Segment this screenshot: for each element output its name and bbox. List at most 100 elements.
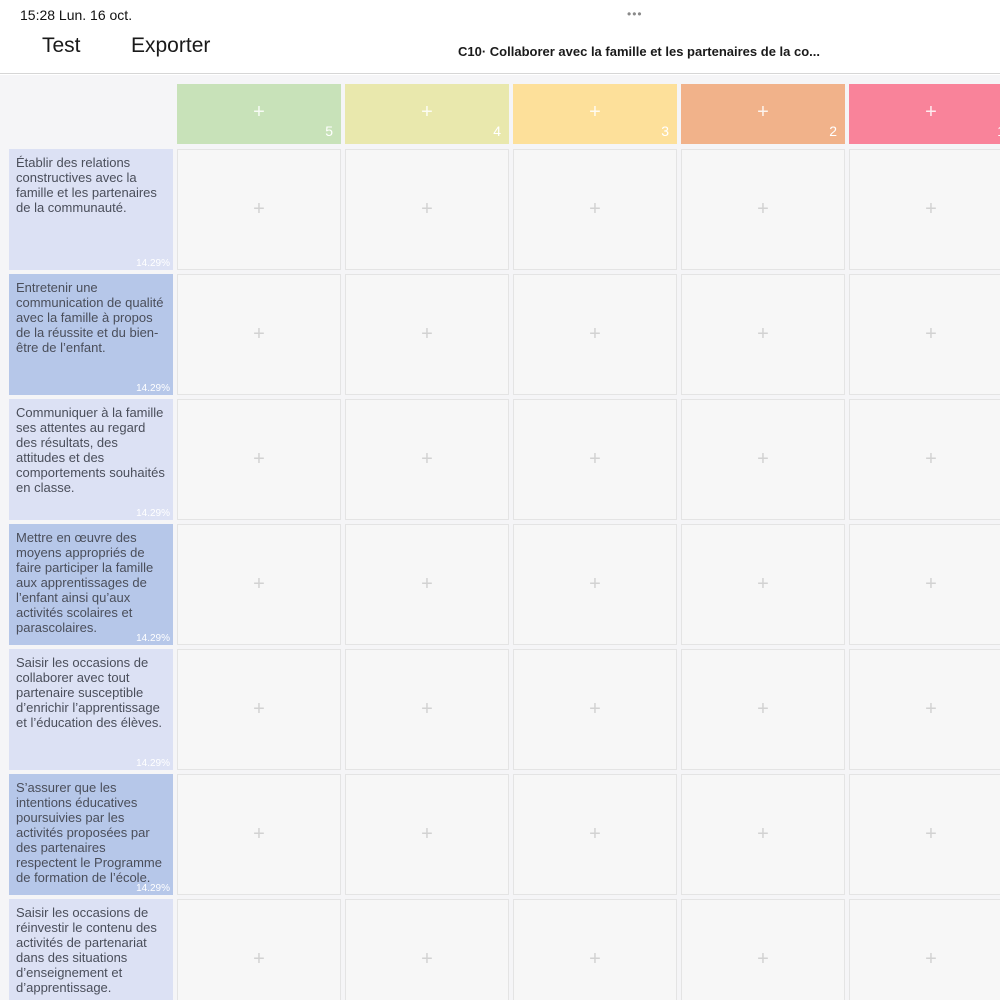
score-cell[interactable]: + bbox=[513, 149, 677, 270]
level-number: 1 bbox=[997, 123, 1000, 139]
level-number: 5 bbox=[325, 123, 333, 139]
criterion-cell[interactable]: Entretenir une communication de qualité … bbox=[9, 274, 173, 395]
score-cell[interactable]: + bbox=[177, 274, 341, 395]
add-icon: + bbox=[421, 573, 433, 595]
add-icon: + bbox=[421, 198, 433, 220]
score-cell[interactable]: + bbox=[513, 524, 677, 645]
score-cell[interactable]: + bbox=[513, 774, 677, 895]
score-cell[interactable]: + bbox=[177, 399, 341, 520]
add-icon: + bbox=[589, 198, 601, 220]
add-icon: + bbox=[253, 573, 265, 595]
add-icon: + bbox=[253, 101, 265, 123]
add-icon: + bbox=[421, 948, 433, 970]
level-header-1[interactable]: +4 bbox=[345, 84, 509, 144]
criterion-weight: 14.29% bbox=[136, 758, 170, 769]
criterion-cell[interactable]: Saisir les occasions de collaborer avec … bbox=[9, 649, 173, 770]
score-cell[interactable]: + bbox=[345, 274, 509, 395]
criterion-text: S’assurer que les intentions éducatives … bbox=[16, 780, 162, 885]
score-cell[interactable]: + bbox=[345, 899, 509, 1000]
score-cell[interactable]: + bbox=[177, 774, 341, 895]
add-icon: + bbox=[757, 573, 769, 595]
criterion-text: Entretenir une communication de qualité … bbox=[16, 280, 164, 355]
add-icon: + bbox=[925, 323, 937, 345]
toolbar: Test Exporter C10· Collaborer avec la fa… bbox=[0, 30, 1000, 74]
page-title: C10· Collaborer avec la famille et les p… bbox=[458, 44, 820, 59]
add-icon: + bbox=[925, 948, 937, 970]
status-bar: 15:28 Lun. 16 oct. ••• bbox=[0, 0, 1000, 30]
add-icon: + bbox=[589, 448, 601, 470]
score-cell[interactable]: + bbox=[849, 274, 1000, 395]
add-icon: + bbox=[757, 198, 769, 220]
score-cell[interactable]: + bbox=[177, 649, 341, 770]
add-icon: + bbox=[589, 823, 601, 845]
score-cell[interactable]: + bbox=[849, 649, 1000, 770]
score-cell[interactable]: + bbox=[681, 524, 845, 645]
add-icon: + bbox=[757, 448, 769, 470]
score-cell[interactable]: + bbox=[177, 524, 341, 645]
status-time-date: 15:28 Lun. 16 oct. bbox=[20, 7, 133, 23]
criterion-cell[interactable]: Mettre en œuvre des moyens appropriés de… bbox=[9, 524, 173, 645]
add-icon: + bbox=[925, 448, 937, 470]
criterion-text: Établir des relations constructives avec… bbox=[16, 155, 157, 215]
score-cell[interactable]: + bbox=[681, 274, 845, 395]
level-number: 4 bbox=[493, 123, 501, 139]
add-icon: + bbox=[253, 698, 265, 720]
test-button[interactable]: Test bbox=[42, 34, 81, 57]
criterion-text: Communiquer à la famille ses attentes au… bbox=[16, 405, 165, 495]
add-icon: + bbox=[925, 823, 937, 845]
level-header-3[interactable]: +2 bbox=[681, 84, 845, 144]
criterion-cell[interactable]: Établir des relations constructives avec… bbox=[9, 149, 173, 270]
add-icon: + bbox=[757, 323, 769, 345]
add-icon: + bbox=[925, 198, 937, 220]
add-icon: + bbox=[421, 323, 433, 345]
score-cell[interactable]: + bbox=[681, 899, 845, 1000]
add-icon: + bbox=[421, 101, 433, 123]
score-cell[interactable]: + bbox=[849, 524, 1000, 645]
criterion-weight: 14.29% bbox=[136, 883, 170, 894]
add-icon: + bbox=[589, 573, 601, 595]
add-icon: + bbox=[925, 573, 937, 595]
criterion-cell[interactable]: Communiquer à la famille ses attentes au… bbox=[9, 399, 173, 520]
level-number: 2 bbox=[829, 123, 837, 139]
score-cell[interactable]: + bbox=[345, 524, 509, 645]
score-cell[interactable]: + bbox=[345, 649, 509, 770]
score-cell[interactable]: + bbox=[345, 399, 509, 520]
criterion-weight: 14.29% bbox=[136, 633, 170, 644]
criterion-text: Saisir les occasions de réinvestir le co… bbox=[16, 905, 157, 995]
criterion-text: Mettre en œuvre des moyens appropriés de… bbox=[16, 530, 154, 635]
add-icon: + bbox=[757, 698, 769, 720]
add-icon: + bbox=[253, 448, 265, 470]
score-cell[interactable]: + bbox=[681, 149, 845, 270]
score-cell[interactable]: + bbox=[513, 274, 677, 395]
add-icon: + bbox=[589, 698, 601, 720]
score-cell[interactable]: + bbox=[345, 774, 509, 895]
criterion-cell[interactable]: S’assurer que les intentions éducatives … bbox=[9, 774, 173, 895]
add-icon: + bbox=[589, 101, 601, 123]
add-icon: + bbox=[589, 948, 601, 970]
score-cell[interactable]: + bbox=[513, 899, 677, 1000]
export-button[interactable]: Exporter bbox=[131, 34, 211, 57]
add-icon: + bbox=[757, 823, 769, 845]
score-cell[interactable]: + bbox=[849, 149, 1000, 270]
add-icon: + bbox=[589, 323, 601, 345]
level-header-4[interactable]: +1 bbox=[849, 84, 1000, 144]
score-cell[interactable]: + bbox=[177, 899, 341, 1000]
level-number: 3 bbox=[661, 123, 669, 139]
add-icon: + bbox=[757, 101, 769, 123]
score-cell[interactable]: + bbox=[849, 774, 1000, 895]
score-cell[interactable]: + bbox=[681, 649, 845, 770]
score-cell[interactable]: + bbox=[849, 899, 1000, 1000]
level-header-2[interactable]: +3 bbox=[513, 84, 677, 144]
level-header-0[interactable]: +5 bbox=[177, 84, 341, 144]
score-cell[interactable]: + bbox=[345, 149, 509, 270]
multitasking-dots-icon[interactable]: ••• bbox=[627, 7, 643, 21]
add-icon: + bbox=[253, 823, 265, 845]
score-cell[interactable]: + bbox=[513, 399, 677, 520]
score-cell[interactable]: + bbox=[849, 399, 1000, 520]
criterion-cell[interactable]: Saisir les occasions de réinvestir le co… bbox=[9, 899, 173, 1000]
score-cell[interactable]: + bbox=[177, 149, 341, 270]
score-cell[interactable]: + bbox=[513, 649, 677, 770]
add-icon: + bbox=[925, 101, 937, 123]
score-cell[interactable]: + bbox=[681, 774, 845, 895]
score-cell[interactable]: + bbox=[681, 399, 845, 520]
